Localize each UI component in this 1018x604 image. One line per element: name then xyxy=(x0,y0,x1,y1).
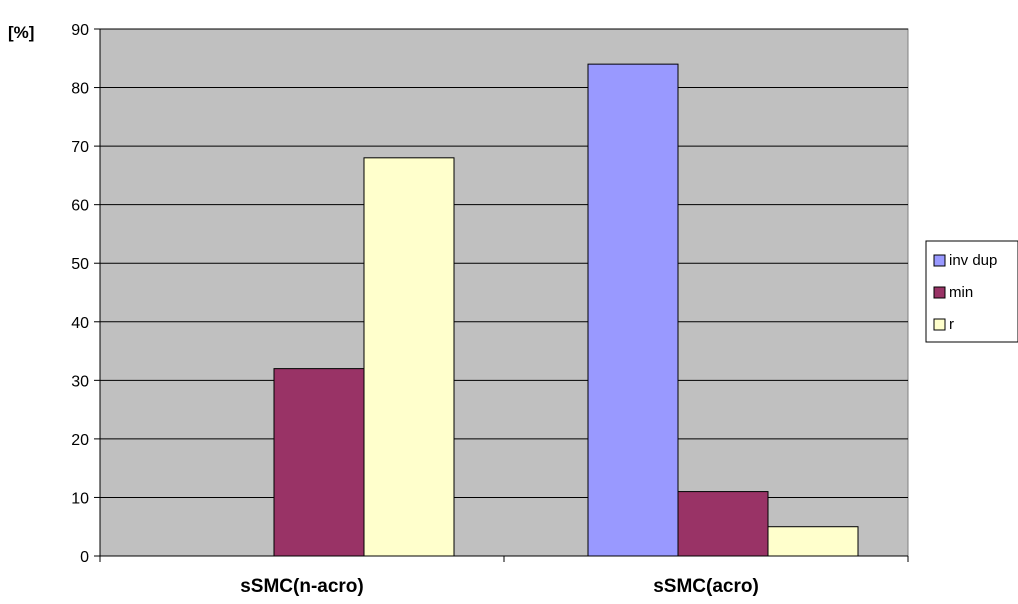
legend-swatch-r xyxy=(933,318,946,331)
bar-r-1 xyxy=(767,526,859,557)
y-tick-label: 70 xyxy=(71,139,89,156)
y-tick-label: 40 xyxy=(71,315,89,332)
x-category-label: sSMC(acro) xyxy=(653,576,759,597)
legend-label-r: r xyxy=(949,316,954,333)
legend-swatch-min xyxy=(933,286,946,299)
y-tick-label: 80 xyxy=(71,81,89,98)
y-tick-labels: 0 10 20 30 40 50 60 70 80 90 xyxy=(71,22,100,566)
bar-min-0 xyxy=(273,368,365,557)
y-tick-label: 20 xyxy=(71,432,89,449)
y-tick-label: 50 xyxy=(71,256,89,273)
y-axis-label: [%] xyxy=(8,23,34,42)
legend-swatch-inv-dup xyxy=(933,254,946,267)
y-tick-label: 60 xyxy=(71,198,89,215)
legend-label-inv-dup: inv dup xyxy=(949,252,997,269)
gridlines xyxy=(100,28,908,498)
x-category-labels: sSMC(n-acro) sSMC(acro) xyxy=(99,556,909,597)
x-category-label: sSMC(n-acro) xyxy=(240,576,364,597)
bar-r-0 xyxy=(363,157,455,557)
legend: inv dup min r xyxy=(925,240,1018,343)
bar-inv-dup-1 xyxy=(587,63,679,557)
y-tick-label: 30 xyxy=(71,373,89,390)
y-tick-label: 10 xyxy=(71,490,89,507)
plot-area xyxy=(99,28,909,557)
bar-min-1 xyxy=(677,491,769,557)
y-tick-label: 0 xyxy=(80,549,89,566)
y-tick-label: 90 xyxy=(71,22,89,39)
bars xyxy=(273,63,859,557)
legend-label-min: min xyxy=(949,284,973,301)
